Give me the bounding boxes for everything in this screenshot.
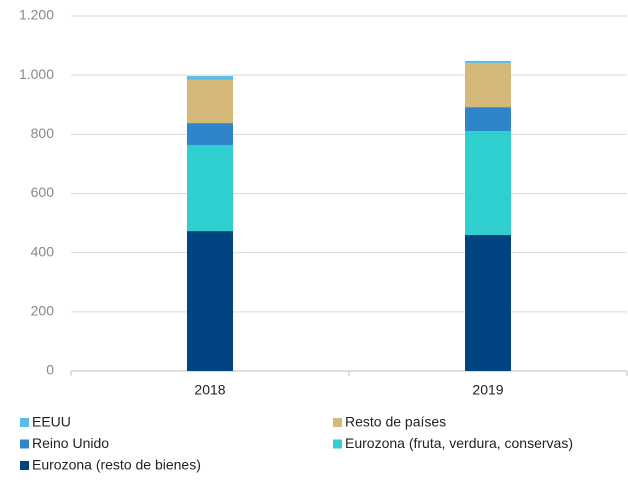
bar-segment	[465, 107, 511, 132]
bar-segment	[465, 131, 511, 235]
legend-swatch	[333, 418, 342, 427]
legend-swatch	[333, 439, 342, 449]
legend-label: Eurozona (fruta, verdura, conservas)	[345, 435, 573, 451]
y-tick-label: 800	[31, 125, 55, 141]
legend-swatch	[20, 461, 29, 470]
y-tick-label: 200	[31, 303, 55, 319]
legend-label: Resto de países	[345, 414, 446, 430]
x-tick-label: 2019	[472, 382, 503, 398]
legend-swatch	[20, 439, 29, 449]
y-tick-label: 400	[31, 243, 55, 259]
legend-swatch	[20, 418, 29, 427]
legend-label: Eurozona (resto de bienes)	[32, 457, 201, 473]
bar-segment	[187, 123, 233, 145]
bar-segment	[465, 63, 511, 108]
y-tick-label: 1.200	[19, 7, 54, 23]
y-tick-label: 600	[31, 184, 55, 200]
bar-segment	[187, 144, 233, 232]
y-tick-label: 1.000	[19, 66, 54, 82]
y-tick-label: 0	[46, 362, 54, 378]
bar-segment	[187, 79, 233, 124]
bar-segment	[465, 234, 511, 371]
x-tick-label: 2018	[194, 382, 225, 398]
bar-segment	[465, 60, 511, 64]
bar-segment	[187, 76, 233, 80]
legend-label: Reino Unido	[32, 435, 109, 451]
bar-segment	[187, 231, 233, 371]
legend-label: EEUU	[32, 414, 71, 430]
